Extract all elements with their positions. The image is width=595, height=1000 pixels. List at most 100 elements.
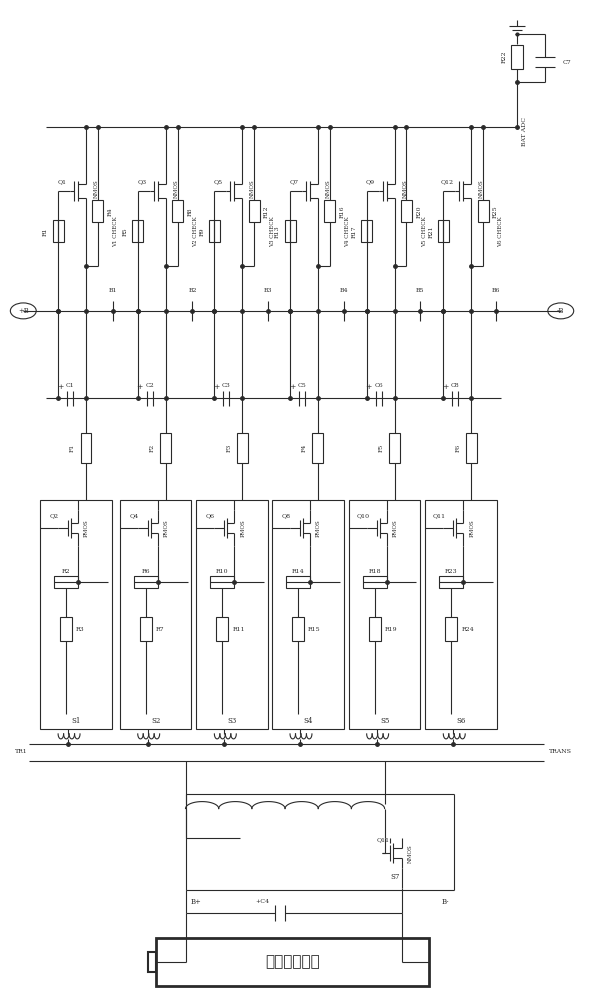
- Text: C3: C3: [222, 383, 231, 388]
- Bar: [312, 433, 323, 463]
- Text: R1: R1: [43, 227, 48, 236]
- Bar: [172, 200, 183, 222]
- Text: R4: R4: [108, 207, 113, 216]
- Text: TRANS: TRANS: [549, 749, 572, 754]
- Text: NMOS: NMOS: [479, 179, 484, 198]
- Text: R7: R7: [156, 627, 164, 632]
- Text: NMOS: NMOS: [174, 179, 178, 198]
- Bar: [349, 500, 421, 729]
- Text: R10: R10: [216, 569, 228, 574]
- Bar: [284, 220, 296, 242]
- Bar: [324, 200, 336, 222]
- Bar: [209, 220, 220, 242]
- Text: R5: R5: [123, 227, 128, 236]
- Text: F2: F2: [150, 444, 155, 452]
- Text: R14: R14: [292, 569, 305, 574]
- Text: S4: S4: [303, 717, 312, 725]
- Text: NMOS: NMOS: [326, 179, 331, 198]
- Bar: [438, 220, 449, 242]
- Text: Q5: Q5: [214, 179, 223, 184]
- Text: F3: F3: [226, 444, 231, 452]
- Text: Q3: Q3: [137, 179, 146, 184]
- Text: B3: B3: [264, 288, 273, 293]
- Text: PMOS: PMOS: [316, 519, 321, 537]
- Bar: [286, 576, 310, 588]
- Bar: [120, 500, 192, 729]
- Text: R22: R22: [502, 51, 507, 63]
- Text: Q10: Q10: [356, 513, 369, 518]
- Bar: [272, 500, 344, 729]
- Text: PMOS: PMOS: [164, 519, 168, 537]
- Bar: [40, 500, 112, 729]
- Text: S7: S7: [391, 873, 400, 881]
- Text: B6: B6: [492, 288, 500, 293]
- Bar: [363, 576, 387, 588]
- Text: B+: B+: [190, 898, 201, 906]
- Bar: [249, 200, 259, 222]
- Text: +B: +B: [18, 307, 29, 315]
- Text: B2: B2: [188, 288, 197, 293]
- Text: R24: R24: [461, 627, 474, 632]
- Text: C8: C8: [451, 383, 459, 388]
- Text: C1: C1: [65, 383, 74, 388]
- Bar: [160, 433, 171, 463]
- Bar: [148, 952, 156, 972]
- Text: C2: C2: [145, 383, 154, 388]
- Text: F6: F6: [455, 444, 461, 452]
- Text: BAT ADC: BAT ADC: [522, 117, 527, 146]
- Text: PMOS: PMOS: [240, 519, 245, 537]
- Text: V5 CHECK: V5 CHECK: [422, 216, 427, 247]
- Text: Q7: Q7: [289, 179, 299, 184]
- Text: B4: B4: [340, 288, 348, 293]
- Text: R15: R15: [308, 627, 321, 632]
- Text: PMOS: PMOS: [469, 519, 474, 537]
- Bar: [80, 433, 92, 463]
- Text: TR1: TR1: [15, 749, 28, 754]
- Text: Q1: Q1: [58, 179, 67, 184]
- Text: R20: R20: [416, 205, 421, 218]
- Text: NMOS: NMOS: [94, 179, 99, 198]
- Ellipse shape: [548, 303, 574, 319]
- Bar: [132, 220, 143, 242]
- Text: R25: R25: [493, 205, 498, 218]
- Text: NMOS: NMOS: [250, 179, 255, 198]
- Text: Q12: Q12: [441, 179, 454, 184]
- Text: S5: S5: [380, 717, 389, 725]
- Bar: [156, 938, 430, 986]
- Text: NMOS: NMOS: [402, 179, 408, 198]
- Bar: [92, 200, 104, 222]
- Text: R19: R19: [384, 627, 397, 632]
- Bar: [445, 617, 457, 641]
- Bar: [361, 220, 372, 242]
- Bar: [389, 433, 400, 463]
- Text: R18: R18: [368, 569, 381, 574]
- Bar: [292, 617, 304, 641]
- Text: +: +: [289, 383, 295, 391]
- Text: Q11: Q11: [377, 837, 390, 842]
- Bar: [134, 576, 158, 588]
- Text: R21: R21: [428, 225, 433, 238]
- Bar: [211, 576, 234, 588]
- Text: +: +: [57, 383, 63, 391]
- Bar: [196, 500, 268, 729]
- Text: R6: R6: [142, 569, 150, 574]
- Bar: [60, 617, 72, 641]
- Bar: [425, 500, 497, 729]
- Text: R16: R16: [340, 205, 345, 218]
- Text: Q6: Q6: [206, 513, 215, 518]
- Text: Q4: Q4: [129, 513, 139, 518]
- Bar: [478, 200, 488, 222]
- Text: Q11: Q11: [433, 513, 446, 518]
- Text: V6 CHECK: V6 CHECK: [499, 216, 503, 247]
- Bar: [54, 576, 78, 588]
- Text: V4 CHECK: V4 CHECK: [345, 216, 350, 247]
- Bar: [369, 617, 381, 641]
- Bar: [401, 200, 412, 222]
- Bar: [217, 617, 228, 641]
- Text: F4: F4: [302, 444, 307, 452]
- Text: +: +: [442, 383, 449, 391]
- Text: S2: S2: [151, 717, 161, 725]
- Text: Q2: Q2: [49, 513, 59, 518]
- Text: S1: S1: [71, 717, 81, 725]
- Text: B5: B5: [416, 288, 425, 293]
